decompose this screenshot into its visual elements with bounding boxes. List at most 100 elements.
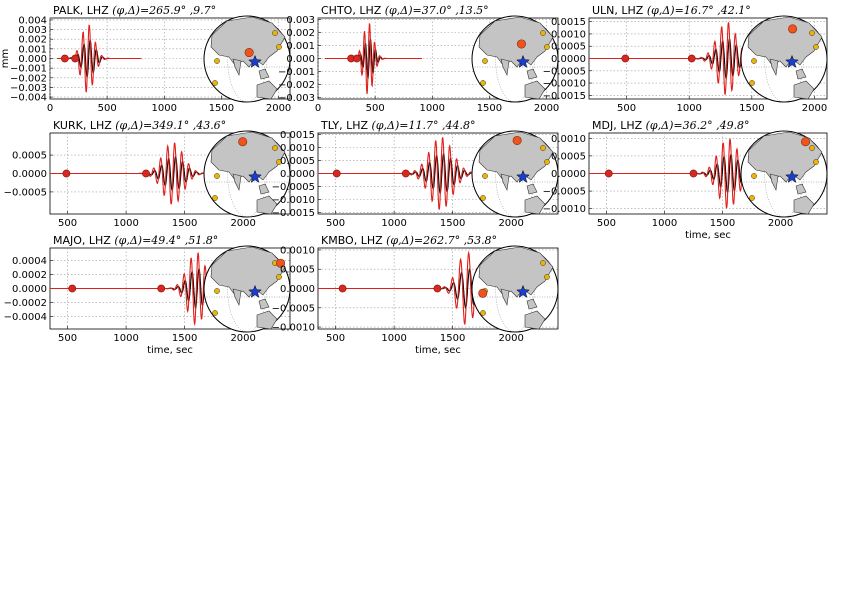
station-marker	[788, 24, 798, 34]
source-star-icon	[785, 54, 799, 68]
x-tick-label: 500	[98, 103, 117, 114]
pick-marker	[332, 169, 341, 178]
other-station-marker	[540, 260, 546, 266]
y-axis-label: mm	[0, 49, 11, 68]
station-marker	[478, 288, 488, 298]
y-tick-label: −0.0010	[272, 195, 315, 206]
land-islands	[526, 298, 538, 310]
x-tick-label: 1500	[477, 103, 502, 114]
x-tick-label: 2000	[802, 103, 827, 114]
other-station-marker	[276, 44, 282, 50]
y-tick-label: −0.004	[10, 93, 47, 104]
x-tick-label: 2000	[230, 333, 255, 344]
y-tick-label: 0.0000	[280, 169, 315, 180]
pick-marker	[621, 54, 630, 63]
y-tick-label: 0.0000	[12, 169, 47, 180]
synthetic-trace	[324, 23, 422, 94]
title-params: (φ,Δ)=262.7° ,53.8°	[386, 234, 497, 247]
y-tick-label: 0.0005	[280, 265, 315, 276]
x-tick-label: 1000	[113, 218, 138, 229]
land-australia	[524, 310, 546, 330]
x-tick-label: 500	[58, 218, 77, 229]
source-star-icon	[785, 169, 799, 183]
other-station-marker	[272, 30, 278, 36]
x-tick-label: 1000	[152, 103, 177, 114]
x-tick-label: 2000	[230, 218, 255, 229]
x-tick-label: 500	[326, 218, 345, 229]
other-station-marker	[540, 30, 546, 36]
y-tick-label: 0.0000	[280, 284, 315, 295]
other-station-marker	[272, 145, 278, 151]
x-tick-label: 500	[617, 103, 636, 114]
station-marker	[244, 48, 254, 58]
title-station: CHTO, LHZ	[321, 4, 385, 17]
y-tick-label: 0.001	[286, 41, 315, 52]
other-station-marker	[276, 274, 282, 280]
title-params: (φ,Δ)=49.4° ,51.8°	[114, 234, 218, 247]
panel-title: PALK, LHZ (φ,Δ)=265.9° ,9.7°	[53, 4, 216, 17]
y-tick-label: −0.0005	[543, 187, 586, 198]
pick-marker	[60, 54, 69, 63]
pick-marker	[689, 169, 698, 178]
pick-marker	[338, 284, 347, 293]
land-islands	[258, 183, 270, 195]
pick-marker	[604, 169, 613, 178]
pick-marker	[433, 284, 442, 293]
y-tick-label: 0.004	[18, 15, 47, 26]
x-tick-label: 1000	[113, 333, 138, 344]
land-australia	[793, 195, 815, 215]
station-marker	[276, 258, 286, 268]
other-station-marker	[214, 288, 220, 294]
land-india	[232, 173, 242, 191]
x-tick-label: 1500	[209, 103, 234, 114]
land-india	[232, 58, 242, 76]
title-params: (φ,Δ)=37.0° ,13.5°	[385, 4, 489, 17]
seismogram-panel-mdj: 0.0010 0.0005 0.0000 −0.0005 −0.0010 500 1000 1…	[543, 119, 828, 241]
title-params: (φ,Δ)=11.7° ,44.8°	[372, 119, 476, 132]
land-india	[769, 173, 779, 191]
title-station: PALK, LHZ	[53, 4, 112, 17]
title-station: KMBO, LHZ	[321, 234, 386, 247]
pick-marker	[157, 284, 166, 293]
globe-inset	[471, 15, 559, 103]
y-tick-label: 0.001	[18, 44, 47, 55]
pick-marker	[71, 54, 80, 63]
land-india	[500, 58, 510, 76]
land-islands	[795, 68, 807, 80]
y-tick-label: 0.002	[18, 35, 47, 46]
x-tick-label: 500	[326, 333, 345, 344]
source-star-icon	[248, 54, 262, 68]
y-tick-label: −0.002	[10, 73, 47, 84]
globe-inset	[740, 15, 828, 103]
other-station-marker	[544, 274, 550, 280]
x-tick-label: 2000	[768, 218, 793, 229]
panel-title: KURK, LHZ (φ,Δ)=349.1° ,43.6°	[53, 119, 226, 132]
land-australia	[256, 80, 278, 100]
y-tick-label: 0.0010	[280, 245, 315, 256]
source-star-icon	[248, 169, 262, 183]
y-tick-label: 0.0004	[12, 256, 47, 267]
other-station-marker	[480, 310, 486, 316]
source-star-icon	[248, 284, 262, 298]
land-islands	[526, 68, 538, 80]
x-tick-label: 500	[58, 333, 77, 344]
y-tick-label: −0.0010	[543, 204, 586, 215]
other-station-marker	[540, 145, 546, 151]
source-star-icon	[516, 54, 530, 68]
y-tick-label: −0.0015	[543, 91, 586, 102]
title-station: ULN, LHZ	[592, 4, 647, 17]
land-islands	[258, 68, 270, 80]
y-tick-label: −0.003	[278, 93, 315, 104]
synthetic-trace	[56, 24, 142, 93]
other-station-marker	[813, 159, 819, 165]
x-tick-label: 1500	[440, 218, 465, 229]
x-tick-label: 1500	[739, 103, 764, 114]
y-tick-label: −0.0005	[4, 187, 47, 198]
other-station-marker	[749, 195, 755, 201]
y-tick-label: 0.0005	[551, 151, 586, 162]
y-tick-label: 0.000	[286, 54, 315, 65]
panel-title: MDJ, LHZ (φ,Δ)=36.2° ,49.8°	[592, 119, 750, 132]
other-station-marker	[480, 80, 486, 86]
